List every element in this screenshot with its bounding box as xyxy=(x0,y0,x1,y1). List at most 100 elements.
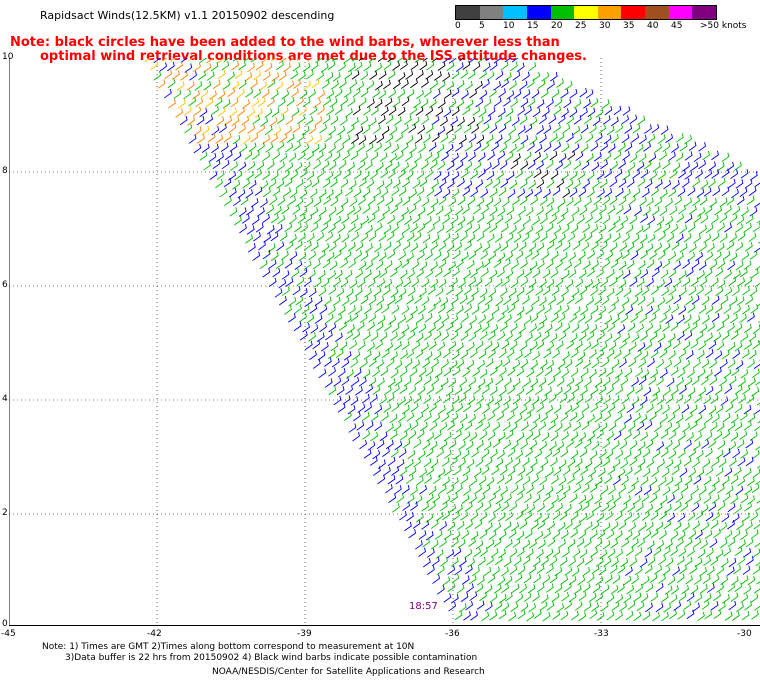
wind-barb xyxy=(497,150,506,161)
wind-barb xyxy=(510,602,519,613)
wind-barb xyxy=(594,132,603,143)
wind-barb xyxy=(427,223,435,234)
wind-barb xyxy=(580,386,588,396)
wind-barb xyxy=(711,574,720,585)
wind-barb xyxy=(637,538,645,548)
wind-barb xyxy=(431,115,440,126)
wind-barb xyxy=(660,269,669,279)
wind-barb xyxy=(675,252,684,262)
wind-barb xyxy=(591,358,600,369)
wind-barb xyxy=(575,475,584,485)
wind-barb xyxy=(729,233,737,243)
wind-barb xyxy=(523,592,532,603)
wind-barb xyxy=(246,170,254,181)
wind-barb xyxy=(450,314,459,325)
wind-barb xyxy=(459,377,467,387)
wind-barb xyxy=(394,341,402,351)
wind-barb xyxy=(327,349,336,360)
wind-barb xyxy=(651,305,660,315)
wind-barb xyxy=(725,485,734,495)
wind-barb xyxy=(378,89,387,100)
wind-barb xyxy=(584,459,593,469)
wind-barb xyxy=(751,449,760,460)
wind-barb xyxy=(353,368,362,378)
wind-barb xyxy=(498,123,507,134)
wind-barb xyxy=(435,511,444,522)
wind-barb xyxy=(615,611,623,621)
wind-barb xyxy=(358,58,364,61)
wind-barb xyxy=(540,458,549,468)
wind-barb xyxy=(670,386,679,396)
wind-barb xyxy=(314,296,323,307)
wind-barb xyxy=(299,287,308,298)
wind-barb xyxy=(508,125,516,135)
wind-barb xyxy=(276,141,285,151)
wind-barb xyxy=(716,583,724,593)
wind-barb xyxy=(700,504,709,514)
wind-barb xyxy=(442,214,450,225)
wind-barb xyxy=(474,80,483,91)
wind-barb xyxy=(713,332,722,342)
wind-barb xyxy=(574,458,583,468)
wind-barb xyxy=(682,259,690,269)
wind-barb xyxy=(502,357,511,368)
wind-barb xyxy=(493,243,501,253)
wind-barb xyxy=(301,126,310,136)
wind-barb xyxy=(612,475,621,486)
wind-barb xyxy=(275,81,284,91)
wind-barb xyxy=(459,152,468,162)
wind-barb xyxy=(413,457,421,468)
wind-barb xyxy=(474,484,483,495)
wind-barb xyxy=(465,99,474,109)
wind-barb xyxy=(585,494,594,504)
wind-barb xyxy=(470,268,478,279)
wind-barb xyxy=(212,79,221,90)
wind-barb xyxy=(284,125,293,136)
wind-barb xyxy=(337,367,346,378)
wind-barb xyxy=(631,133,640,143)
wind-barb xyxy=(402,404,410,415)
wind-barb xyxy=(713,591,721,602)
wind-barb xyxy=(641,576,650,586)
wind-barb xyxy=(454,430,462,440)
wind-barb xyxy=(328,270,336,280)
wind-barb xyxy=(355,241,364,252)
wind-barb xyxy=(528,564,537,575)
wind-barb xyxy=(612,458,621,469)
wind-barb xyxy=(441,251,450,262)
wind-barb xyxy=(663,179,672,190)
wind-barb xyxy=(611,557,619,568)
wind-barb xyxy=(543,124,552,135)
wind-barb xyxy=(663,603,672,613)
wind-barb xyxy=(433,250,442,261)
wind-barb xyxy=(286,133,295,144)
wind-barb xyxy=(553,225,562,235)
wind-barb xyxy=(674,476,683,487)
wind-barb xyxy=(604,333,613,343)
wind-barb xyxy=(610,160,618,171)
wind-barb xyxy=(638,153,647,163)
wind-barb xyxy=(509,179,518,190)
wind-barb xyxy=(611,375,620,386)
wind-barb xyxy=(347,142,355,152)
wind-barb xyxy=(484,602,493,612)
wind-barb xyxy=(528,278,537,289)
wind-barb xyxy=(529,539,537,549)
wind-barb xyxy=(692,441,701,451)
wind-barb xyxy=(337,223,346,234)
wind-barb xyxy=(605,494,614,505)
wind-barb xyxy=(648,375,657,386)
wind-barb xyxy=(534,187,542,197)
wind-barb xyxy=(711,150,719,161)
legend-tick: 35 xyxy=(623,21,635,31)
wind-barb xyxy=(507,366,516,377)
wind-barb xyxy=(517,224,525,234)
wind-barb xyxy=(452,267,460,277)
wind-barb xyxy=(684,537,693,548)
wind-barb xyxy=(250,79,258,89)
wind-barb xyxy=(206,58,215,64)
wind-barb xyxy=(349,340,357,350)
wind-barb xyxy=(399,431,408,441)
wind-barb xyxy=(705,466,714,476)
legend-tick: 40 xyxy=(647,21,659,31)
